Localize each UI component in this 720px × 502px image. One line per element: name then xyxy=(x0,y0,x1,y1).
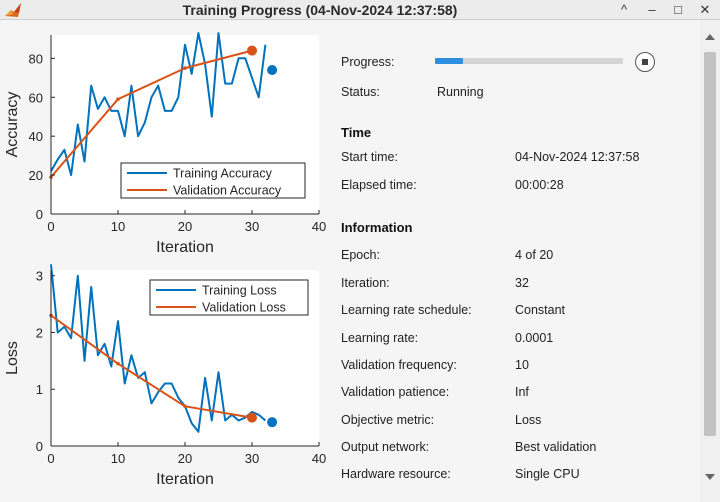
y-tick-label: 40 xyxy=(29,129,43,144)
maximize-button[interactable]: □ xyxy=(674,2,682,17)
title-bar: Training Progress (04-Nov-2024 12:37:58)… xyxy=(0,0,720,20)
x-tick-label: 40 xyxy=(312,219,326,234)
y-tick-label: 3 xyxy=(36,269,43,284)
y-tick-label: 2 xyxy=(36,325,43,340)
x-tick-label: 10 xyxy=(111,219,125,234)
elapsed-time-label: Elapsed time: xyxy=(341,178,417,192)
start-time-value: 04-Nov-2024 12:37:58 xyxy=(515,150,640,164)
status-label: Status: xyxy=(341,85,380,99)
info-row-value: 0.0001 xyxy=(515,331,554,345)
info-row-label: Epoch: xyxy=(341,248,380,262)
info-row-label: Objective metric: xyxy=(341,413,435,427)
start-time-label: Start time: xyxy=(341,150,398,164)
x-tick-label: 0 xyxy=(47,451,54,466)
x-tick-label: 30 xyxy=(245,219,259,234)
y-tick-label: 80 xyxy=(29,51,43,66)
info-panel: Progress: Status: Running Time Start tim… xyxy=(333,20,705,502)
scroll-down-arrow-icon[interactable] xyxy=(705,474,715,480)
scroll-up-arrow-icon[interactable] xyxy=(705,34,715,40)
final-value-marker xyxy=(247,412,257,423)
info-row-value: 4 of 20 xyxy=(515,248,554,262)
info-row-value: 10 xyxy=(515,358,529,372)
minimize-button[interactable]: – xyxy=(648,2,656,17)
info-row-label: Learning rate schedule: xyxy=(341,303,472,317)
stop-training-button[interactable] xyxy=(635,52,655,72)
training-series-line xyxy=(50,264,267,433)
legend-label: Validation Loss xyxy=(202,301,286,315)
validation-point-marker xyxy=(116,361,120,366)
validation-point-marker xyxy=(116,97,120,102)
accuracy-chart: 0 10 20 30 40 0 20 40 60 80 Iteration Accuracy Train… xyxy=(4,32,326,256)
validation-point-marker xyxy=(183,66,187,70)
x-axis-label: Iteration xyxy=(156,471,214,488)
training-progress-panel: 0 10 20 30 40 0 20 40 60 80 Iteration Accuracy Train… xyxy=(0,20,720,502)
x-tick-label: 0 xyxy=(47,219,54,234)
info-row-label: Validation frequency: xyxy=(341,358,457,372)
x-tick-label: 30 xyxy=(245,451,259,466)
scrollbar-thumb[interactable] xyxy=(704,52,716,436)
elapsed-time-value: 00:00:28 xyxy=(515,178,564,192)
y-tick-label: 0 xyxy=(36,439,43,454)
y-tick-label: 0 xyxy=(36,207,43,222)
y-tick-label: 20 xyxy=(29,168,43,183)
info-row-label: Validation patience: xyxy=(341,385,450,399)
legend-label: Validation Accuracy xyxy=(173,184,282,198)
window-title: Training Progress (04-Nov-2024 12:37:58) xyxy=(182,2,458,18)
collapse-button[interactable]: ^ xyxy=(620,2,628,17)
info-row-value: Constant xyxy=(515,303,566,317)
legend-label: Training Accuracy xyxy=(173,167,273,181)
information-section-header: Information xyxy=(341,220,413,235)
y-axis-label: Loss xyxy=(4,341,21,375)
info-row-value: Best validation xyxy=(515,440,597,454)
legend-box xyxy=(120,162,306,199)
info-row-label: Learning rate: xyxy=(341,331,419,345)
legend-label: Training Loss xyxy=(202,284,277,298)
final-value-marker xyxy=(267,65,278,76)
legend-box xyxy=(149,279,309,316)
y-tick-label: 60 xyxy=(29,90,43,105)
x-tick-label: 20 xyxy=(178,219,192,234)
close-button[interactable]: ✕ xyxy=(699,2,711,17)
validation-point-marker xyxy=(183,404,187,409)
info-row-value: Inf xyxy=(515,385,529,399)
info-row-label: Iteration: xyxy=(341,276,390,290)
vertical-scrollbar[interactable] xyxy=(700,20,720,502)
x-axis-label: Iteration xyxy=(156,239,214,256)
plots-area: 0 10 20 30 40 0 20 40 60 80 Iteration Accuracy Train… xyxy=(0,20,330,502)
info-row-label: Output network: xyxy=(341,440,430,454)
status-value: Running xyxy=(437,85,484,99)
final-value-marker xyxy=(267,417,278,428)
validation-series-line xyxy=(50,314,253,419)
time-section-header: Time xyxy=(341,125,372,140)
progress-label: Progress: xyxy=(341,55,395,69)
x-tick-label: 40 xyxy=(312,451,326,466)
progress-bar xyxy=(435,58,623,64)
matlab-logo-icon xyxy=(5,3,21,17)
info-row-value: 32 xyxy=(515,276,529,290)
validation-series-line xyxy=(50,49,253,178)
final-value-marker xyxy=(247,45,257,56)
x-tick-label: 20 xyxy=(178,451,192,466)
loss-chart: 0 10 20 30 40 0 1 2 3 Iteration Loss Training Loss V… xyxy=(4,264,326,488)
info-row-value: Single CPU xyxy=(515,467,580,481)
y-tick-label: 1 xyxy=(36,382,43,397)
info-row-value: Loss xyxy=(515,413,542,427)
info-row-label: Hardware resource: xyxy=(341,467,451,481)
progress-bar-fill xyxy=(435,58,464,64)
y-axis-label: Accuracy xyxy=(4,92,21,158)
stop-icon xyxy=(642,59,648,65)
x-tick-label: 10 xyxy=(111,451,125,466)
